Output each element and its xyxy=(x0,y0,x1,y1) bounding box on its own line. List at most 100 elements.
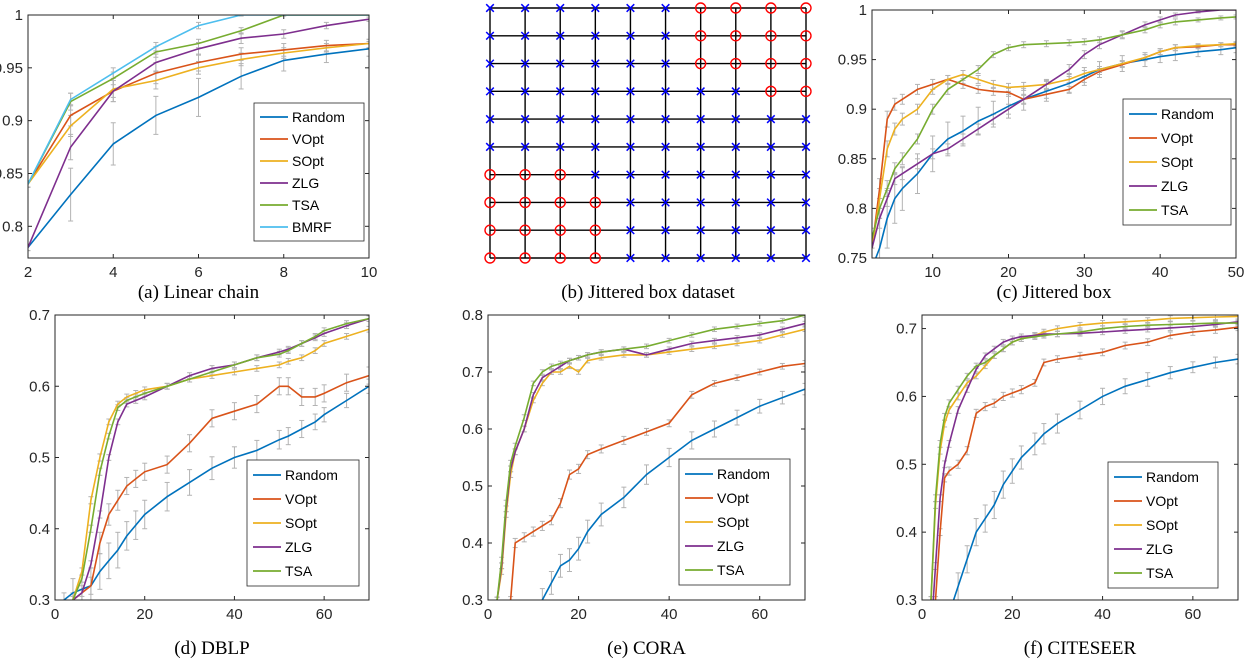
unlabeled-node xyxy=(766,225,776,235)
axes-box xyxy=(487,314,806,601)
legend-label: TSA xyxy=(285,563,313,579)
unlabeled-node xyxy=(661,253,670,263)
labeled-node xyxy=(765,2,777,14)
x-tick-label: 20 xyxy=(1000,264,1017,281)
series-line-zlg xyxy=(872,10,1236,249)
legend: Random VOpt SOpt ZLG TSA BMRF xyxy=(253,102,365,242)
series-line-tsa xyxy=(930,322,1238,600)
x-tick-label: 40 xyxy=(226,606,243,623)
legend: Random VOpt SOpt ZLG TSA xyxy=(1107,461,1219,589)
y-tick-label: 0.4 xyxy=(896,524,917,541)
x-tick-label: 40 xyxy=(1152,264,1169,281)
labeled-node xyxy=(765,85,777,98)
y-tick-label: 0.3 xyxy=(462,592,483,609)
labeled-node xyxy=(694,2,707,14)
unlabeled-node xyxy=(520,87,530,96)
legend-label: BMRF xyxy=(292,219,332,235)
x-tick-label: 60 xyxy=(1185,606,1202,623)
y-tick-label: 0.6 xyxy=(29,378,50,395)
caption: (f) CITESEER xyxy=(1024,638,1137,659)
legend: Random VOpt SOpt ZLG TSA xyxy=(246,459,360,587)
legend-label: VOpt xyxy=(1146,493,1178,509)
unlabeled-node xyxy=(661,31,670,41)
labeled-node xyxy=(589,196,602,209)
y-tick-label: 0.5 xyxy=(462,478,483,495)
plot-area xyxy=(61,315,369,600)
unlabeled-node xyxy=(661,3,670,13)
unlabeled-node xyxy=(661,170,670,179)
unlabeled-node xyxy=(766,198,776,207)
unlabeled-node xyxy=(485,31,495,41)
axes-box xyxy=(871,9,1237,259)
legend-label: Random xyxy=(717,466,770,482)
unlabeled-node xyxy=(696,87,705,96)
unlabeled-node xyxy=(766,114,776,124)
series-line-tsa xyxy=(28,15,369,185)
legend-label: TSA xyxy=(292,197,320,213)
unlabeled-node xyxy=(661,142,670,152)
y-tick-label: 0.95 xyxy=(0,60,23,77)
labeled-node xyxy=(554,168,566,181)
plot-area xyxy=(928,315,1238,600)
unlabeled-node xyxy=(766,170,776,179)
x-tick-label: 4 xyxy=(109,264,117,281)
y-tick-label: 0.6 xyxy=(896,388,917,405)
x-tick-label: 20 xyxy=(570,606,587,623)
series-line-zlg xyxy=(932,321,1238,600)
plot-area xyxy=(494,315,805,600)
unlabeled-node xyxy=(555,142,565,152)
unlabeled-node xyxy=(626,170,635,179)
legend-label: Random xyxy=(1146,469,1199,485)
y-tick-label: 1 xyxy=(859,2,867,19)
legend-label: SOpt xyxy=(717,514,749,530)
series-line-vopt xyxy=(71,374,369,600)
unlabeled-node xyxy=(555,59,565,68)
unlabeled-node xyxy=(661,87,670,96)
plot-area xyxy=(872,10,1236,258)
unlabeled-node xyxy=(626,59,635,68)
labeled-node xyxy=(589,252,602,264)
labeled-node xyxy=(554,252,566,264)
unlabeled-node xyxy=(766,253,776,263)
unlabeled-node xyxy=(731,198,741,207)
x-tick-label: 20 xyxy=(1004,606,1021,623)
legend-label: VOpt xyxy=(1161,130,1193,146)
labeled-node xyxy=(519,168,531,181)
labeled-node xyxy=(589,224,602,236)
panel-a: 2 4 6 8 10 0.8 0.85 0.9 0.95 1 Random VOpt SOpt ZLG TS… xyxy=(0,7,377,303)
labeled-node xyxy=(554,196,566,209)
legend-label: SOpt xyxy=(292,153,324,169)
caption: (a) Linear chain xyxy=(138,282,260,303)
caption: (e) CORA xyxy=(607,638,686,659)
labeled-node xyxy=(694,57,707,70)
labeled-node xyxy=(519,252,531,264)
unlabeled-node xyxy=(591,31,600,41)
unlabeled-node xyxy=(661,59,670,68)
unlabeled-node xyxy=(555,31,565,41)
legend-box xyxy=(253,102,365,242)
series-line-random xyxy=(28,48,369,248)
x-tick-label: 60 xyxy=(751,606,768,623)
x-tick-label: 40 xyxy=(1094,606,1111,623)
x-tick-label: 0 xyxy=(484,606,492,623)
series-line-vopt xyxy=(28,42,369,185)
unlabeled-node xyxy=(626,198,635,207)
legend-label: SOpt xyxy=(285,515,317,531)
unlabeled-node xyxy=(661,198,670,207)
labeled-node xyxy=(554,224,566,236)
y-tick-label: 1 xyxy=(15,7,23,24)
y-tick-label: 0.5 xyxy=(896,456,917,473)
labeled-node xyxy=(484,168,496,181)
series-line-bmrf xyxy=(28,15,369,185)
y-tick-label: 0.8 xyxy=(462,307,483,324)
series-line-tsa xyxy=(872,16,1236,239)
y-tick-label: 0.9 xyxy=(846,101,867,118)
y-tick-label: 0.85 xyxy=(838,151,867,168)
unlabeled-node xyxy=(520,31,530,41)
unlabeled-node xyxy=(626,253,635,263)
unlabeled-node xyxy=(626,142,635,152)
y-tick-label: 0.4 xyxy=(29,521,50,538)
unlabeled-node xyxy=(555,3,565,13)
caption: (d) DBLP xyxy=(174,638,249,659)
